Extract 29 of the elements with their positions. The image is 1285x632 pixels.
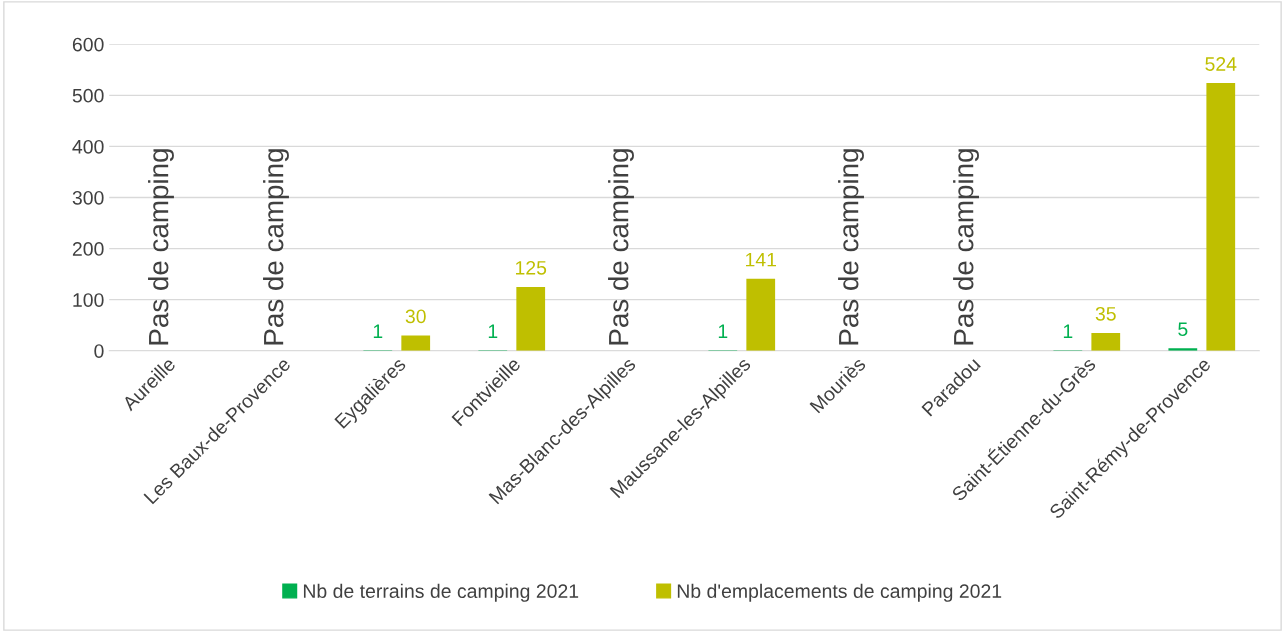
y-tick-label: 0 xyxy=(94,344,104,358)
data-label: 30 xyxy=(405,309,426,324)
y-tick-label: 100 xyxy=(73,293,104,307)
y-tick-label: 600 xyxy=(72,37,104,52)
annotation: Pas de camping xyxy=(953,149,979,345)
bar xyxy=(1206,83,1236,351)
annotation: Pas de camping xyxy=(263,149,289,345)
data-label: 35 xyxy=(1095,306,1116,321)
data-label: 524 xyxy=(1205,57,1237,71)
annotation: Pas de camping xyxy=(148,149,174,345)
annotation: Pas de camping xyxy=(838,149,864,345)
data-label: 125 xyxy=(515,260,547,275)
data-label: 1 xyxy=(488,324,498,338)
data-label: 5 xyxy=(1178,322,1188,337)
y-tick-label: 500 xyxy=(72,88,104,103)
data-label: 1 xyxy=(1063,324,1073,338)
bar xyxy=(516,286,546,351)
y-tick-label: 400 xyxy=(72,139,104,154)
data-label: 141 xyxy=(746,252,777,267)
bar xyxy=(1091,332,1121,351)
y-tick-label: 200 xyxy=(72,242,104,256)
y-tick-label: 300 xyxy=(72,190,104,205)
data-label: 1 xyxy=(718,324,728,338)
bar xyxy=(746,278,776,351)
legend-label: Nb de terrains de camping 2021 xyxy=(303,583,579,602)
annotation: Pas de camping xyxy=(608,149,634,345)
legend-label: Nb d'emplacements de camping 2021 xyxy=(677,583,1002,602)
bar xyxy=(401,335,431,351)
data-label: 1 xyxy=(373,324,383,338)
